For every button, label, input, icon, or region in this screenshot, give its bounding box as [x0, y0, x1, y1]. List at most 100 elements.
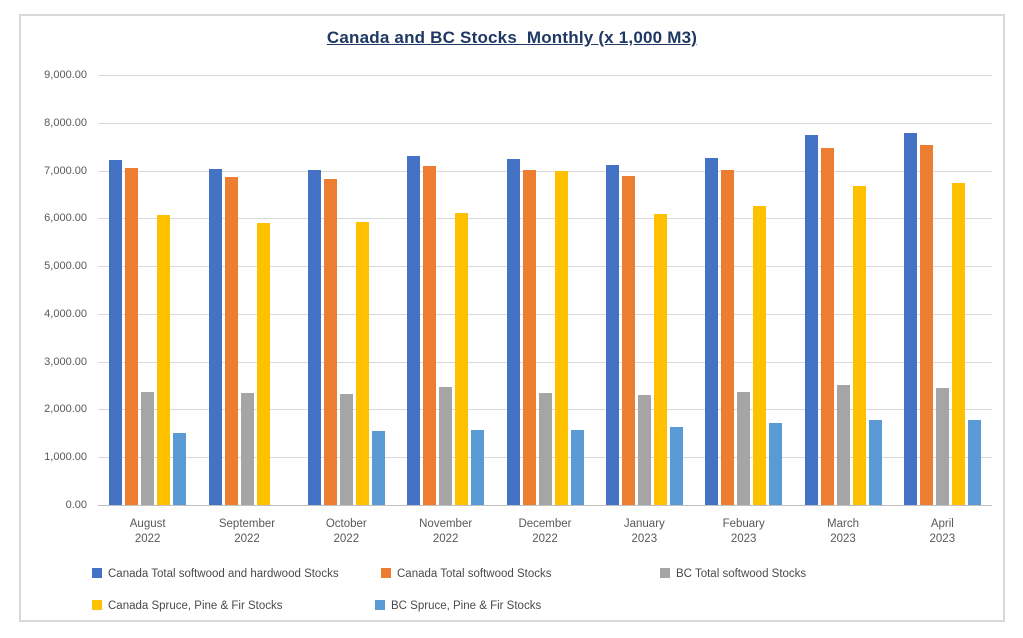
- x-axis-label: October 2022: [297, 517, 396, 547]
- y-tick-label: 9,000.00: [44, 69, 87, 81]
- x-axis-label: August 2022: [98, 517, 197, 547]
- x-axis-label: December 2022: [495, 517, 594, 547]
- x-label-year: 2023: [830, 533, 856, 545]
- x-axis-line: [98, 505, 992, 506]
- bar: [224, 176, 238, 505]
- bar: [141, 391, 155, 505]
- chart-canvas: Canada and BC Stocks Monthly (x 1,000 M3…: [19, 14, 1005, 622]
- bar: [804, 134, 818, 505]
- bar: [439, 387, 453, 505]
- x-label-year: 2023: [929, 533, 956, 545]
- bar: [967, 419, 981, 505]
- x-label-month: September: [218, 518, 276, 530]
- x-label-year: 2022: [532, 533, 558, 545]
- bar: [455, 213, 469, 505]
- gridline: [98, 122, 992, 124]
- bar: [820, 148, 834, 505]
- bar: [157, 215, 171, 505]
- x-label-month: November: [419, 518, 473, 530]
- y-tick-label: 1,000.00: [44, 451, 87, 464]
- legend-swatch-icon: [375, 599, 385, 610]
- gridline: [98, 361, 992, 363]
- x-label-month: April: [930, 518, 954, 530]
- bar: [637, 394, 651, 505]
- x-axis-label: Febuary 2023: [694, 517, 793, 547]
- legend-swatch-icon: [381, 567, 391, 578]
- legend-item: Canada Total softwood Stocks: [381, 565, 552, 581]
- x-label-year: 2022: [134, 533, 161, 545]
- bar: [605, 165, 619, 505]
- y-tick-label: 8,000.00: [44, 116, 87, 129]
- legend-label: BC Spruce, Pine & Fir Stocks: [391, 599, 542, 612]
- x-label-year: 2022: [432, 533, 459, 545]
- bar: [653, 213, 667, 505]
- y-tick-label: 4,000.00: [44, 307, 87, 320]
- legend-label: Canada Total softwood and hardwood Stock…: [108, 567, 339, 580]
- y-tick-label: 2,000.00: [44, 403, 87, 416]
- x-axis-label: January 2023: [595, 517, 694, 547]
- bar: [522, 170, 536, 505]
- bar: [737, 392, 751, 505]
- bar: [935, 387, 949, 505]
- y-tick-label: 5,000.00: [44, 260, 87, 273]
- x-label-year: 2023: [730, 533, 757, 545]
- legend-label: Canada Spruce, Pine & Fir Stocks: [108, 599, 283, 612]
- bar: [339, 393, 353, 505]
- bar: [407, 156, 421, 505]
- legend-item: BC Spruce, Pine & Fir Stocks: [375, 597, 541, 613]
- gridline: [98, 313, 992, 315]
- legend-swatch-icon: [92, 599, 102, 610]
- legend-swatch-icon: [92, 567, 102, 578]
- gridline: [98, 170, 992, 172]
- bar: [307, 170, 321, 505]
- gridline: [98, 75, 992, 76]
- bar: [705, 158, 719, 505]
- legend-item: BC Total softwood Stocks: [660, 565, 806, 581]
- bar: [240, 392, 254, 505]
- x-axis-label: March 2023: [793, 517, 892, 547]
- bar: [951, 183, 965, 505]
- x-label-year: 2022: [234, 533, 260, 545]
- x-label-month: August: [129, 518, 166, 530]
- bar: [903, 132, 917, 505]
- bar: [355, 222, 369, 505]
- x-label-month: December: [518, 518, 572, 530]
- bar: [753, 206, 767, 505]
- bar: [173, 433, 187, 505]
- x-label-month: October: [325, 518, 367, 530]
- y-tick-label: 3,000.00: [44, 355, 87, 368]
- x-label-month: March: [827, 518, 859, 530]
- bar: [621, 176, 635, 505]
- chart-title: Canada and BC Stocks Monthly (x 1,000 M3…: [326, 28, 698, 47]
- bar: [208, 168, 222, 505]
- legend-item: Canada Spruce, Pine & Fir Stocks: [92, 597, 283, 613]
- x-axis-label: November 2022: [396, 517, 495, 547]
- bar: [852, 186, 866, 505]
- bar: [919, 145, 933, 505]
- x-label-month: Febuary: [722, 518, 765, 530]
- legend-swatch-icon: [660, 567, 670, 578]
- bar: [669, 426, 683, 505]
- bar: [538, 392, 552, 505]
- x-axis-label: September 2022: [197, 517, 296, 547]
- bar: [721, 170, 735, 505]
- gridline: [98, 266, 992, 268]
- legend-item: Canada Total softwood and hardwood Stock…: [92, 565, 339, 581]
- bar: [125, 168, 139, 505]
- x-label-month: January: [623, 518, 665, 530]
- bar: [868, 419, 882, 505]
- bar: [471, 429, 485, 505]
- bar: [323, 179, 337, 505]
- x-label-year: 2022: [333, 533, 360, 545]
- y-tick-label: 7,000.00: [44, 164, 87, 177]
- bar: [836, 385, 850, 505]
- legend-label: Canada Total softwood Stocks: [397, 567, 552, 580]
- y-tick-label: 0.00: [65, 499, 87, 511]
- x-axis-label: April 2023: [893, 517, 992, 547]
- bar: [371, 431, 385, 505]
- gridline: [98, 218, 992, 220]
- bar: [570, 430, 584, 505]
- y-tick-label: 6,000.00: [44, 212, 87, 225]
- legend-label: BC Total softwood Stocks: [676, 567, 807, 580]
- bar: [109, 160, 123, 505]
